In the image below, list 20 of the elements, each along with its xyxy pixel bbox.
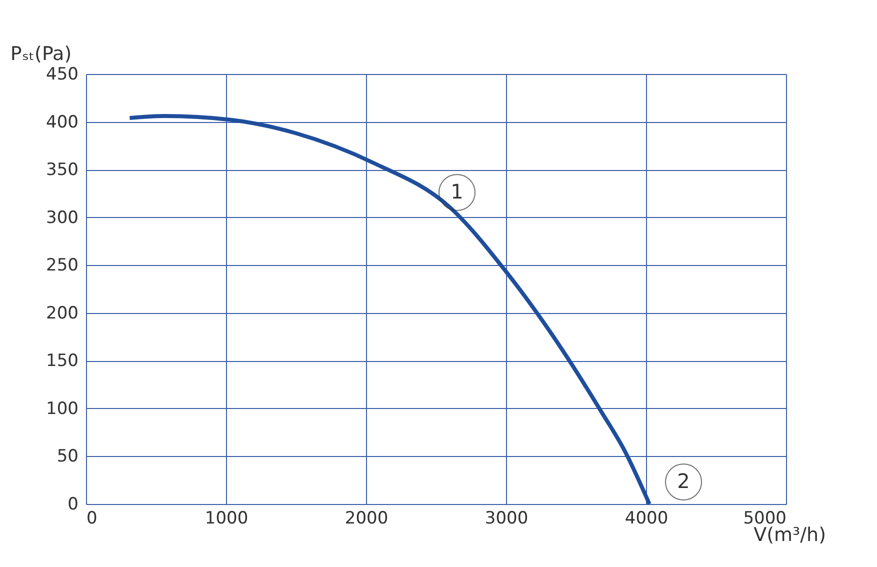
y-tick-label: 200 xyxy=(46,303,78,324)
x-tick-label: 0 xyxy=(86,508,98,528)
y-tick-label: 250 xyxy=(46,256,78,276)
y-tick-label: 50 xyxy=(56,446,78,467)
y-axis-title: Pₛₜ(Pa) xyxy=(10,43,72,65)
annotation: 2 xyxy=(677,469,690,494)
y-tick-label: 0 xyxy=(68,494,78,514)
y-tick-label: 150 xyxy=(46,351,78,372)
y-tick-label: 100 xyxy=(46,398,78,419)
x-tick-label: 4000 xyxy=(624,508,668,528)
line-series xyxy=(128,114,652,506)
x-tick-label: 1000 xyxy=(204,508,248,528)
annotation: 1 xyxy=(450,179,464,204)
y-tick-label: 350 xyxy=(46,160,78,180)
x-axis-title: V(m³/h) xyxy=(754,524,826,546)
x-tick-label: 3000 xyxy=(484,508,528,528)
y-tick-label: 400 xyxy=(46,112,78,132)
y-tick-label: 300 xyxy=(46,208,78,228)
y-tick-label: 450 xyxy=(46,64,78,84)
x-tick-label: 2000 xyxy=(344,508,388,528)
